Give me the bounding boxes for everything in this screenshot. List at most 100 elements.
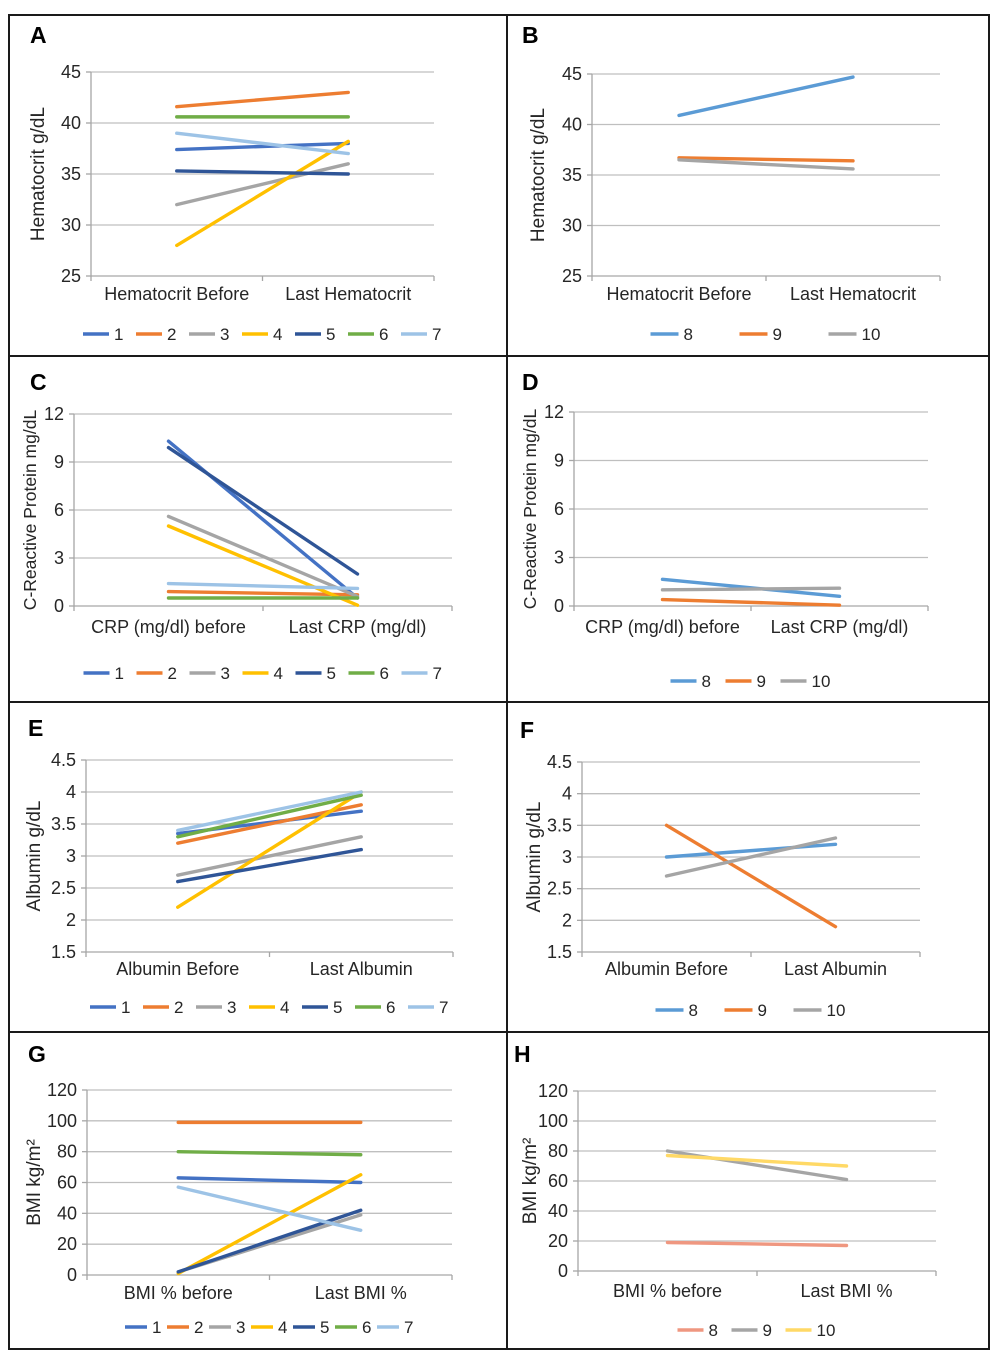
y-tick-label: 80	[548, 1141, 568, 1161]
legend-label: 6	[362, 1318, 371, 1337]
y-axis-title: BMI kg/m²	[520, 1138, 541, 1225]
figure-grid: A 25 30 35 40 45 Hematocrit g/dL Hematocrit Be…	[8, 14, 990, 1350]
y-tick-label: 2.5	[51, 878, 76, 898]
x-category-label: BMI % before	[124, 1283, 233, 1303]
legend-label: 9	[757, 672, 766, 691]
chart-canvas-G: 0 20 40 60 80 100 120 BMI kg/m² BMI % before Last…	[24, 1080, 453, 1337]
series-line-7	[176, 1185, 363, 1232]
y-tick-label: 12	[544, 402, 564, 422]
y-tick-label: 1.5	[51, 942, 76, 962]
series-line-5	[176, 1208, 363, 1274]
legend-label: 5	[320, 1318, 329, 1337]
y-axis-title: Hematocrit g/dL	[528, 108, 549, 242]
series-line-9	[660, 597, 842, 607]
legend-label: 7	[439, 998, 448, 1017]
legend-label: 3	[236, 1318, 245, 1337]
chart-canvas-H: 0 20 40 60 80 100 120 BMI kg/m² BMI % before Last…	[520, 1081, 937, 1340]
panel-letter-F: F	[520, 717, 535, 743]
y-tick-label: 3.5	[51, 814, 76, 834]
y-tick-label: 45	[61, 62, 81, 82]
y-tick-label: 25	[61, 266, 81, 286]
x-category-label: Last BMI %	[800, 1281, 892, 1301]
panel-letter-E: E	[28, 715, 44, 741]
panel-E: E 1.5 2 2.5 3 3.5 4 4.5 Albumin g/dL Albumin Bef…	[10, 703, 508, 1033]
legend-label: 3	[221, 664, 230, 683]
chart-canvas-B: 25 30 35 40 45 Hematocrit g/dL Hematocrit Befo…	[528, 64, 941, 344]
legend-label: 3	[227, 998, 236, 1017]
y-tick-label: 4	[66, 782, 76, 802]
legend-label: 10	[827, 1001, 846, 1020]
series-line-4	[175, 139, 350, 248]
series-line-10	[660, 586, 842, 592]
series-line-2	[166, 589, 360, 597]
y-axis-title: C-Reactive Protein mg/dL	[20, 410, 40, 611]
panel-B: B 25 30 35 40 45 Hematocrit g/dL Hematocrit Be…	[508, 16, 988, 357]
x-category-label: Albumin Before	[605, 959, 728, 979]
legend-label: 4	[274, 664, 283, 683]
y-axis-title: Hematocrit g/dL	[28, 107, 49, 241]
panel-A: A 25 30 35 40 45 Hematocrit g/dL Hematocrit Be…	[10, 16, 508, 357]
series-line-4	[176, 790, 363, 909]
series-line-10	[664, 836, 838, 878]
series-line-4	[166, 524, 360, 607]
x-category-label: Last Albumin	[784, 959, 887, 979]
series-line-10	[665, 1153, 849, 1168]
x-category-label: Last CRP (mg/dl)	[289, 617, 427, 637]
y-tick-label: 1.5	[547, 942, 572, 962]
panel-letter-D: D	[522, 369, 539, 395]
x-category-label: Last Hematocrit	[790, 284, 916, 304]
series-line-3	[176, 835, 363, 877]
y-tick-label: 60	[548, 1171, 568, 1191]
chart-canvas-D: 0 3 6 9 12C-Reactive Protein mg/dL CRP (mg/dl…	[520, 402, 929, 691]
series-line-7	[175, 131, 350, 156]
y-tick-label: 3	[66, 846, 76, 866]
series-line-7	[176, 790, 363, 833]
y-tick-label: 120	[47, 1080, 77, 1100]
series-line-8	[665, 1240, 849, 1248]
x-category-label: Albumin Before	[116, 959, 239, 979]
series-line-10	[677, 158, 855, 171]
legend-label: 7	[433, 664, 442, 683]
y-tick-label: 2	[562, 910, 572, 930]
x-category-label: CRP (mg/dl) before	[91, 617, 246, 637]
y-tick-label: 4.5	[51, 750, 76, 770]
legend-label: 7	[404, 1318, 413, 1337]
series-line-3	[166, 514, 360, 599]
legend-label: 6	[379, 325, 388, 344]
legend-label: 10	[862, 325, 881, 344]
series-line-1	[175, 141, 350, 152]
y-axis-title: Albumin g/dL	[24, 801, 45, 912]
y-tick-label: 3	[54, 548, 64, 568]
series-line-3	[175, 162, 350, 207]
x-category-label: CRP (mg/dl) before	[585, 617, 740, 637]
series-line-6	[176, 1149, 363, 1157]
panel-letter-A: A	[30, 22, 47, 48]
legend-label: 2	[167, 325, 176, 344]
panel-letter-B: B	[522, 22, 539, 48]
chart-canvas-E: 1.5 2 2.5 3 3.5 4 4.5 Albumin g/dL Albumin Befor…	[24, 750, 454, 1017]
legend-label: 6	[386, 998, 395, 1017]
y-tick-label: 4	[562, 784, 572, 804]
x-category-label: Hematocrit Before	[104, 284, 249, 304]
y-tick-label: 45	[562, 64, 582, 84]
x-category-label: Last CRP (mg/dl)	[771, 617, 909, 637]
y-tick-label: 6	[54, 500, 64, 520]
legend-label: 2	[174, 998, 183, 1017]
panel-letter-G: G	[28, 1041, 46, 1067]
x-category-label: Last BMI %	[315, 1283, 407, 1303]
y-tick-label: 25	[562, 266, 582, 286]
panel-G: G 0 20 40 60 80 100 120 BMI kg/m² BMI % before La…	[10, 1033, 508, 1348]
y-tick-label: 40	[562, 115, 582, 135]
y-tick-label: 0	[54, 596, 64, 616]
legend-label: 1	[114, 325, 123, 344]
panel-F: F 1.5 2 2.5 3 3.5 4 4.5 Albumin g/dL Albumin Bef…	[508, 703, 988, 1033]
series-line-5	[175, 169, 350, 176]
legend-label: 2	[194, 1318, 203, 1337]
y-tick-label: 40	[57, 1203, 77, 1223]
legend-label: 1	[115, 664, 124, 683]
panel-letter-C: C	[30, 369, 47, 395]
legend-label: 1	[152, 1318, 161, 1337]
y-tick-label: 100	[538, 1111, 568, 1131]
